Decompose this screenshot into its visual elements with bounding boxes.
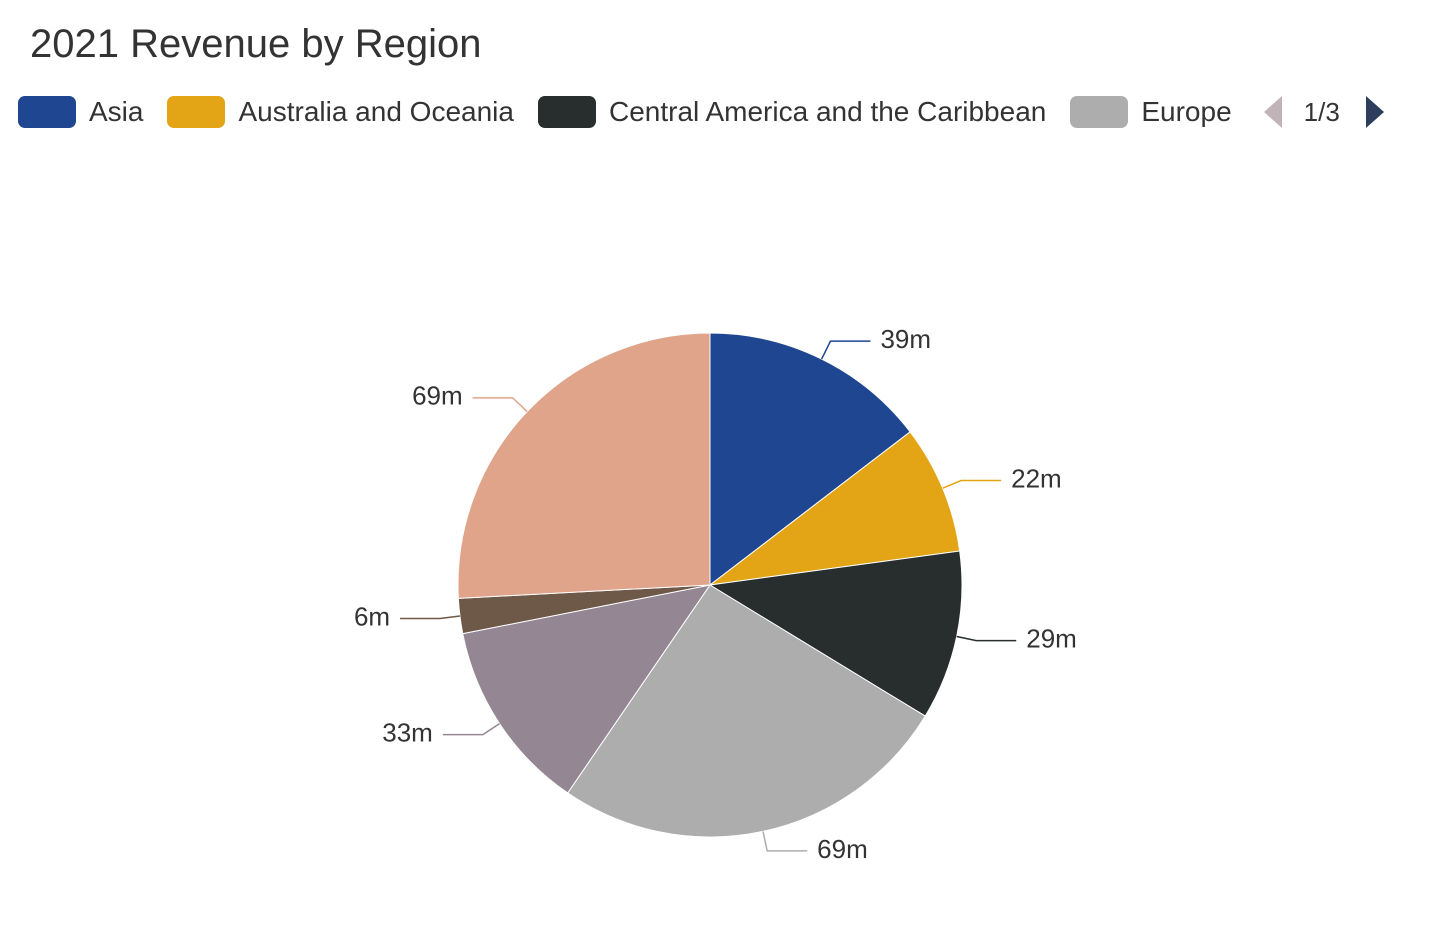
leader-line-4 <box>442 722 500 736</box>
pager-prev-icon[interactable] <box>1262 94 1284 130</box>
leader-line-0 <box>820 340 871 360</box>
pager-next-arrow <box>1365 96 1384 128</box>
pager-page-indicator: 1/3 <box>1303 96 1340 127</box>
legend-item-asia[interactable]: Asia <box>18 96 143 128</box>
legend-label-central-america-and-the-caribbean: Central America and the Caribbean <box>608 96 1047 127</box>
legend-label-asia: Asia <box>89 96 144 127</box>
legend-label-australia-and-oceania: Australia and Oceania <box>238 96 514 127</box>
data-label-6: 69m <box>412 381 463 411</box>
data-label-1: 22m <box>1011 463 1062 493</box>
data-label-4: 33m <box>382 717 433 747</box>
legend-pager: 1/3 <box>1262 94 1386 130</box>
pie-slice-0[interactable] <box>709 332 911 587</box>
legend-item-central-america-and-the-caribbean[interactable]: Central America and the Caribbean <box>537 96 1047 128</box>
chart-title: 2021 Revenue by Region <box>30 22 482 66</box>
pie-slice-4[interactable] <box>462 584 712 794</box>
data-label-0: 39m <box>880 324 931 354</box>
legend-item-australia-and-oceania[interactable]: Australia and Oceania <box>167 96 514 128</box>
pager-next-icon[interactable] <box>1364 94 1386 130</box>
data-label-2: 29m <box>1026 623 1077 653</box>
legend: Asia Australia and Oceania Central Ameri… <box>18 92 1386 132</box>
pie-slice-3[interactable] <box>566 584 926 838</box>
legend-swatch-central-america-and-the-caribbean <box>537 96 596 128</box>
leader-line-3 <box>762 831 808 852</box>
leader-line-1 <box>942 479 1002 489</box>
pager-prev-arrow <box>1263 96 1282 128</box>
legend-swatch-australia-and-oceania <box>167 96 226 128</box>
pie-slice-6[interactable] <box>457 332 711 599</box>
leader-line-6 <box>472 397 528 413</box>
data-label-3: 69m <box>817 834 868 864</box>
legend-swatch-europe <box>1070 96 1129 128</box>
legend-label-europe: Europe <box>1141 96 1232 127</box>
leader-line-5 <box>400 615 461 620</box>
legend-item-europe[interactable]: Europe <box>1070 96 1232 128</box>
leader-line-2 <box>956 635 1017 642</box>
data-label-5: 6m <box>354 601 390 631</box>
legend-swatch-asia <box>18 96 76 128</box>
